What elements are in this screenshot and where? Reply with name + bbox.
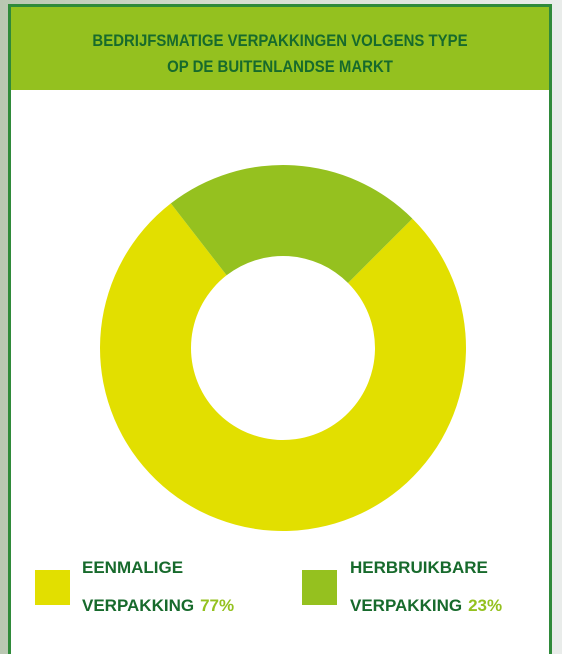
value-label: 23% [468, 596, 503, 615]
legend-label: EENMALIGE VERPAKKING [82, 558, 195, 615]
legend-swatch [302, 570, 337, 605]
chart-title: BEDRIJFSMATIGE VERPAKKINGEN VOLGENS TYPE [92, 31, 468, 50]
value-label: 77% [200, 596, 235, 615]
donut-slice [99, 203, 466, 532]
header: BEDRIJFSMATIGE VERPAKKINGEN VOLGENS TYPE… [11, 7, 549, 90]
legend-entry: HERBRUIKBARE VERPAKKING 23% [350, 549, 502, 625]
legend-label: HERBRUIKBARE VERPAKKING [350, 558, 488, 615]
legend-swatch [35, 570, 70, 605]
legend-entry: EENMALIGE VERPAKKING 77% [82, 549, 234, 625]
chart-title: OP DE BUITENLANDSE MARKT [167, 57, 393, 76]
donut-slice [170, 165, 413, 283]
